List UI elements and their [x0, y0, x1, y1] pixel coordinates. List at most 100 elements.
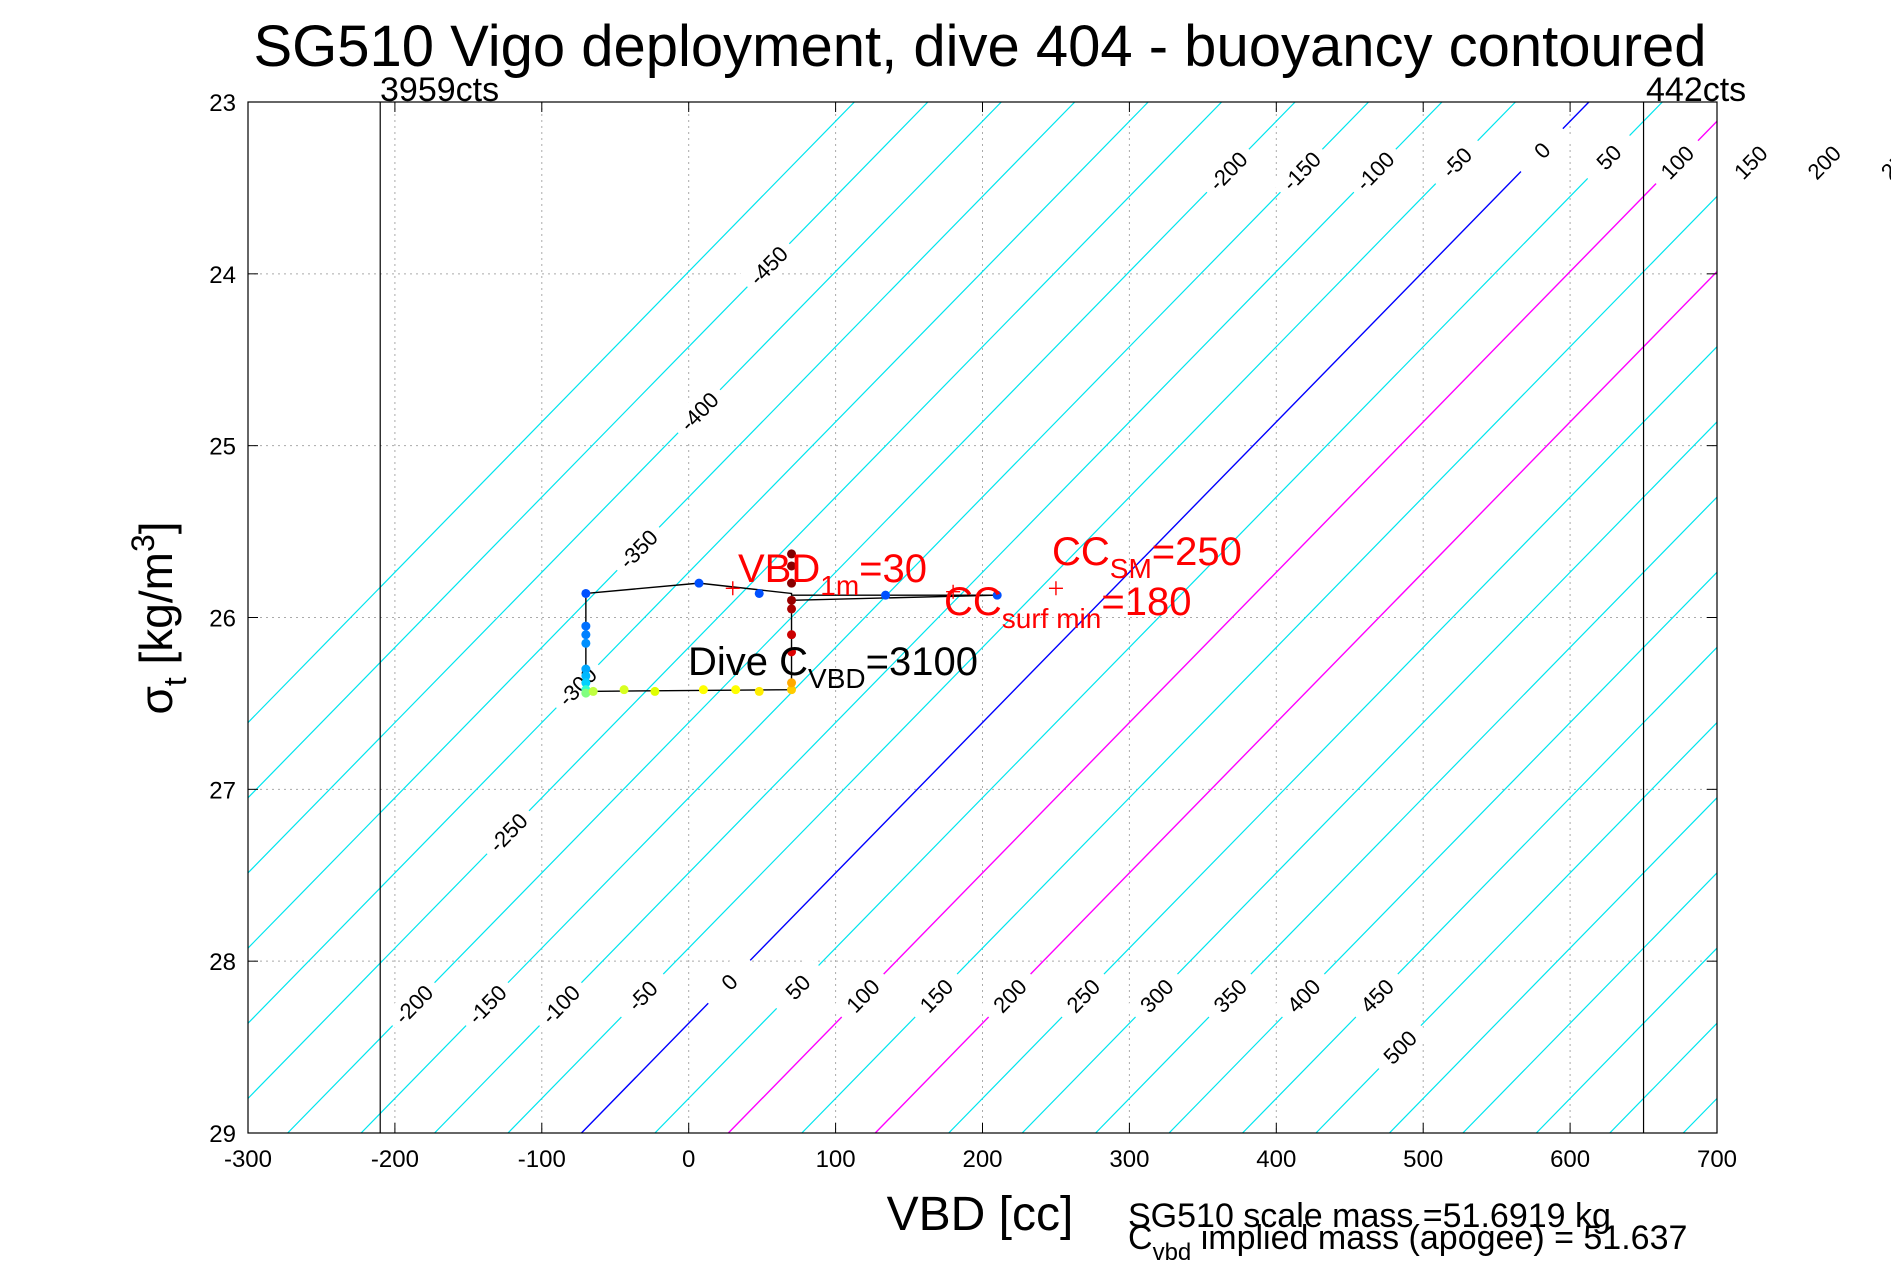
dive-point — [650, 686, 660, 696]
contour-label-bg — [1270, 139, 1333, 202]
plus-marker — [946, 584, 961, 599]
dive-point — [694, 578, 704, 588]
contour-label-bg — [978, 964, 1041, 1027]
x-tick-label: 700 — [1697, 1146, 1737, 1173]
contour-label-bg — [1052, 964, 1115, 1027]
contour-label-bg — [529, 972, 592, 1036]
y-tick-label: 24 — [209, 262, 236, 289]
contour-label-bg — [737, 234, 800, 297]
x-tick-label: 400 — [1256, 1146, 1296, 1173]
dive-points — [581, 549, 1002, 698]
vbd-value: =30 — [859, 547, 927, 591]
limit-label-left: 3959cts — [380, 71, 499, 109]
y-label-sigma: σ — [130, 686, 182, 714]
cc-surf-min-annotation: CCsurf min=180 — [944, 580, 1191, 634]
y-tick-label: 29 — [209, 1121, 236, 1148]
contour-label-bg — [1343, 139, 1406, 202]
ccsm-sub: SM — [1110, 553, 1152, 584]
contour-line — [248, 102, 1002, 874]
dive-point — [731, 685, 741, 695]
dive-point — [581, 588, 591, 598]
dive-point — [754, 686, 764, 696]
vbd-sub: 1m — [820, 570, 859, 601]
footer-vbd-sub: vbd — [1153, 1239, 1192, 1262]
footer-implied-mass: Cvbd implied mass (apogee) = 51.637 — [1128, 1219, 1687, 1262]
contour-label-bg — [905, 964, 968, 1027]
y-axis-label: σt [kg/m3] — [125, 521, 193, 714]
plus-markers — [725, 581, 1063, 599]
plus-marker — [725, 581, 740, 596]
x-axis-label: VBD [cc] — [887, 1188, 1074, 1241]
dive-point — [581, 621, 591, 631]
dive-point — [881, 590, 891, 600]
contour-label-bg — [1345, 964, 1408, 1027]
contour-label-bg — [1646, 130, 1709, 194]
contour-line — [507, 102, 1516, 1133]
dive-main: Dive C — [688, 640, 808, 684]
x-tick-label: 200 — [962, 1146, 1002, 1173]
contour-line — [360, 102, 1369, 1133]
contour-line — [1168, 571, 1717, 1133]
contour-line — [1830, 102, 1891, 1133]
y-tick-label: 28 — [209, 949, 236, 976]
dive-point — [581, 688, 591, 698]
dive-point — [787, 685, 797, 695]
dive-point — [787, 549, 797, 559]
vbd-limit-lines — [379, 102, 1645, 1133]
contour-line — [248, 102, 1223, 1100]
contour-label-bg — [698, 950, 761, 1014]
dive-point — [581, 630, 591, 640]
y-label-units: [kg/m — [130, 552, 182, 677]
contour-line — [1095, 496, 1717, 1133]
y-tick-label: 23 — [209, 90, 236, 117]
contour-line — [1242, 646, 1717, 1133]
contour-label-bg — [477, 801, 540, 864]
dive-point — [619, 685, 629, 695]
contour-label-bg — [831, 964, 894, 1027]
contour-label-bg — [1577, 125, 1640, 189]
dive-point — [787, 647, 797, 657]
contour-line — [1021, 421, 1717, 1133]
contour-line — [1388, 796, 1717, 1133]
dive-point — [787, 630, 797, 640]
ccsm-main: CC — [1052, 530, 1110, 574]
grid — [248, 102, 1717, 1133]
contour-label-bg — [1510, 118, 1573, 182]
contour-line — [727, 120, 1717, 1133]
vbd-main: VBD — [738, 547, 820, 591]
plus-marker — [1048, 581, 1063, 596]
dive-point — [581, 638, 591, 648]
contour-label-bg — [611, 964, 674, 1027]
contour-label-bg — [607, 517, 670, 581]
contour-label-bg — [668, 380, 731, 443]
limit-label-right: 442cts — [1646, 71, 1746, 109]
contour-line — [1535, 947, 1717, 1133]
contour-label-bg — [1125, 964, 1188, 1027]
x-tick-label: 0 — [682, 1146, 695, 1173]
contour-label-bg — [1368, 1015, 1431, 1079]
footer-scale-mass: SG510 scale mass =51.6919 kg — [1128, 1197, 1611, 1235]
x-tick-label: 500 — [1403, 1146, 1443, 1173]
footer-c: C — [1128, 1219, 1153, 1257]
x-tick-label: 600 — [1550, 1146, 1590, 1173]
contour-line — [1315, 721, 1717, 1133]
y-label-end: ] — [130, 521, 182, 534]
dive-point — [581, 664, 591, 674]
ccsurf-main: CC — [944, 580, 1002, 624]
ccsm-value: =250 — [1152, 530, 1242, 574]
x-tick-label: -300 — [224, 1146, 272, 1173]
dive-cvbd-annotation: Dive CVBD=3100 — [688, 640, 978, 694]
contour-line — [248, 102, 855, 724]
contour-line — [434, 102, 1443, 1133]
contour-label-bg — [1792, 130, 1855, 194]
contour-line — [1462, 872, 1717, 1133]
dive-sub: VBD — [808, 663, 866, 694]
contour-line — [948, 345, 1717, 1133]
dive-point — [787, 561, 797, 571]
contour-label-bg — [1272, 964, 1335, 1027]
contour-label-bg — [1196, 139, 1259, 202]
contour-label-bg — [382, 972, 445, 1036]
ccsurf-sub: surf min — [1002, 603, 1102, 634]
dive-value: =3100 — [866, 640, 978, 684]
